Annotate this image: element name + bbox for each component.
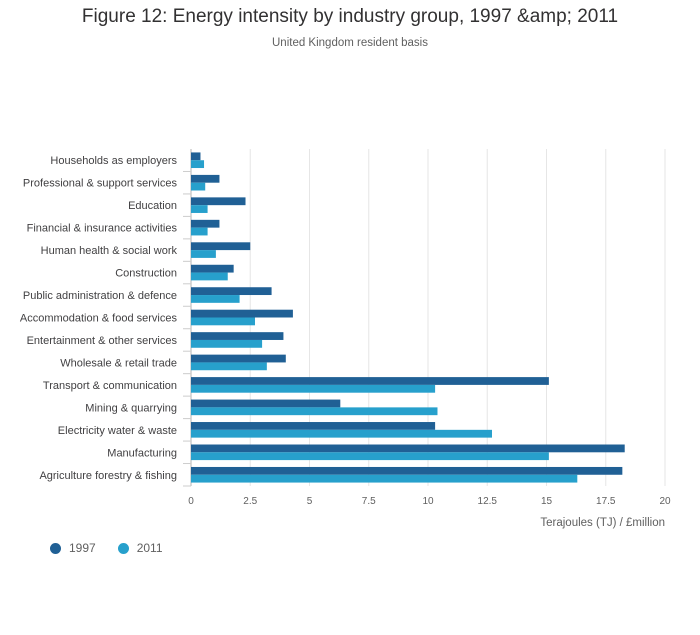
bar-2011[interactable] [191,452,549,461]
bar-1997[interactable] [191,332,284,340]
category-label: Entertainment & other services [27,335,178,347]
bar-2011[interactable] [191,182,206,191]
x-axis-label: Terajoules (TJ) / £million [540,517,665,529]
bar-1997[interactable] [191,219,220,228]
bar-1997[interactable] [191,287,272,296]
bar-1997[interactable] [191,174,220,183]
x-tick-label: 15 [541,496,553,507]
bar-2011[interactable] [191,295,240,303]
category-label: Construction [115,268,177,280]
bar-1997[interactable] [191,197,246,206]
category-label: Human health & social work [41,245,178,257]
bar-1997[interactable] [191,354,286,363]
x-tick-label: 0 [188,496,194,507]
bar-1997[interactable] [191,242,251,251]
category-label: Transport & communication [43,380,177,392]
category-label: Agriculture forestry & fishing [39,470,177,482]
legend-item-2011[interactable]: 2011 [117,541,163,555]
x-tick-label: 17.5 [596,496,616,507]
bar-2011[interactable] [191,317,255,326]
bars [191,152,625,483]
category-label: Accommodation & food services [20,313,178,325]
bar-2011[interactable] [191,339,263,348]
bar-1997[interactable] [191,377,549,385]
bar-1997[interactable] [191,444,625,453]
category-label: Professional & support services [23,178,178,190]
bar-2011[interactable] [191,160,205,169]
bar-1997[interactable] [191,399,341,408]
category-label: Households as employers [50,155,177,167]
category-label: Financial & insurance activities [27,223,178,235]
x-tick-labels: 0 2.5 5 7.5 10 12.5 15 17.5 20 [188,496,671,507]
bar-1997[interactable] [191,422,436,430]
legend: 1997 2011 [50,541,163,555]
bar-2011[interactable] [191,429,492,438]
category-label: Public administration & defence [23,290,177,302]
legend-item-1997[interactable]: 1997 [50,541,96,555]
x-tick-label: 2.5 [243,496,257,507]
category-label: Manufacturing [107,447,177,459]
x-tick-label: 20 [659,496,671,507]
bar-2011[interactable] [191,272,228,281]
bar-2011[interactable] [191,250,216,258]
chart-title: Figure 12: Energy intensity by industry … [81,6,619,27]
x-tick-label: 12.5 [478,496,498,507]
bar-2011[interactable] [191,407,438,416]
category-labels: Households as employers Professional & su… [20,155,178,482]
chart-subtitle: United Kingdom resident basis [272,37,428,49]
bar-2011[interactable] [191,384,436,393]
bar-1997[interactable] [191,152,201,161]
bar-2011[interactable] [191,205,208,213]
bar-2011[interactable] [191,362,267,371]
x-tick-label: 7.5 [362,496,376,507]
bar-2011[interactable] [191,474,578,483]
bar-2011[interactable] [191,227,208,236]
x-tick-label: 5 [307,496,313,507]
category-label: Electricity water & waste [58,425,177,437]
bar-1997[interactable] [191,309,293,318]
legend-swatch-1997 [50,542,61,554]
x-tick-label: 10 [422,496,434,507]
category-label: Education [128,200,177,212]
category-label: Wholesale & retail trade [60,357,177,369]
bar-1997[interactable] [191,264,234,273]
bar-1997[interactable] [191,466,623,475]
legend-label-1997: 1997 [69,541,96,555]
category-label: Mining & quarrying [85,402,177,414]
legend-swatch-2011 [117,542,129,554]
legend-label-2011: 2011 [136,541,163,555]
